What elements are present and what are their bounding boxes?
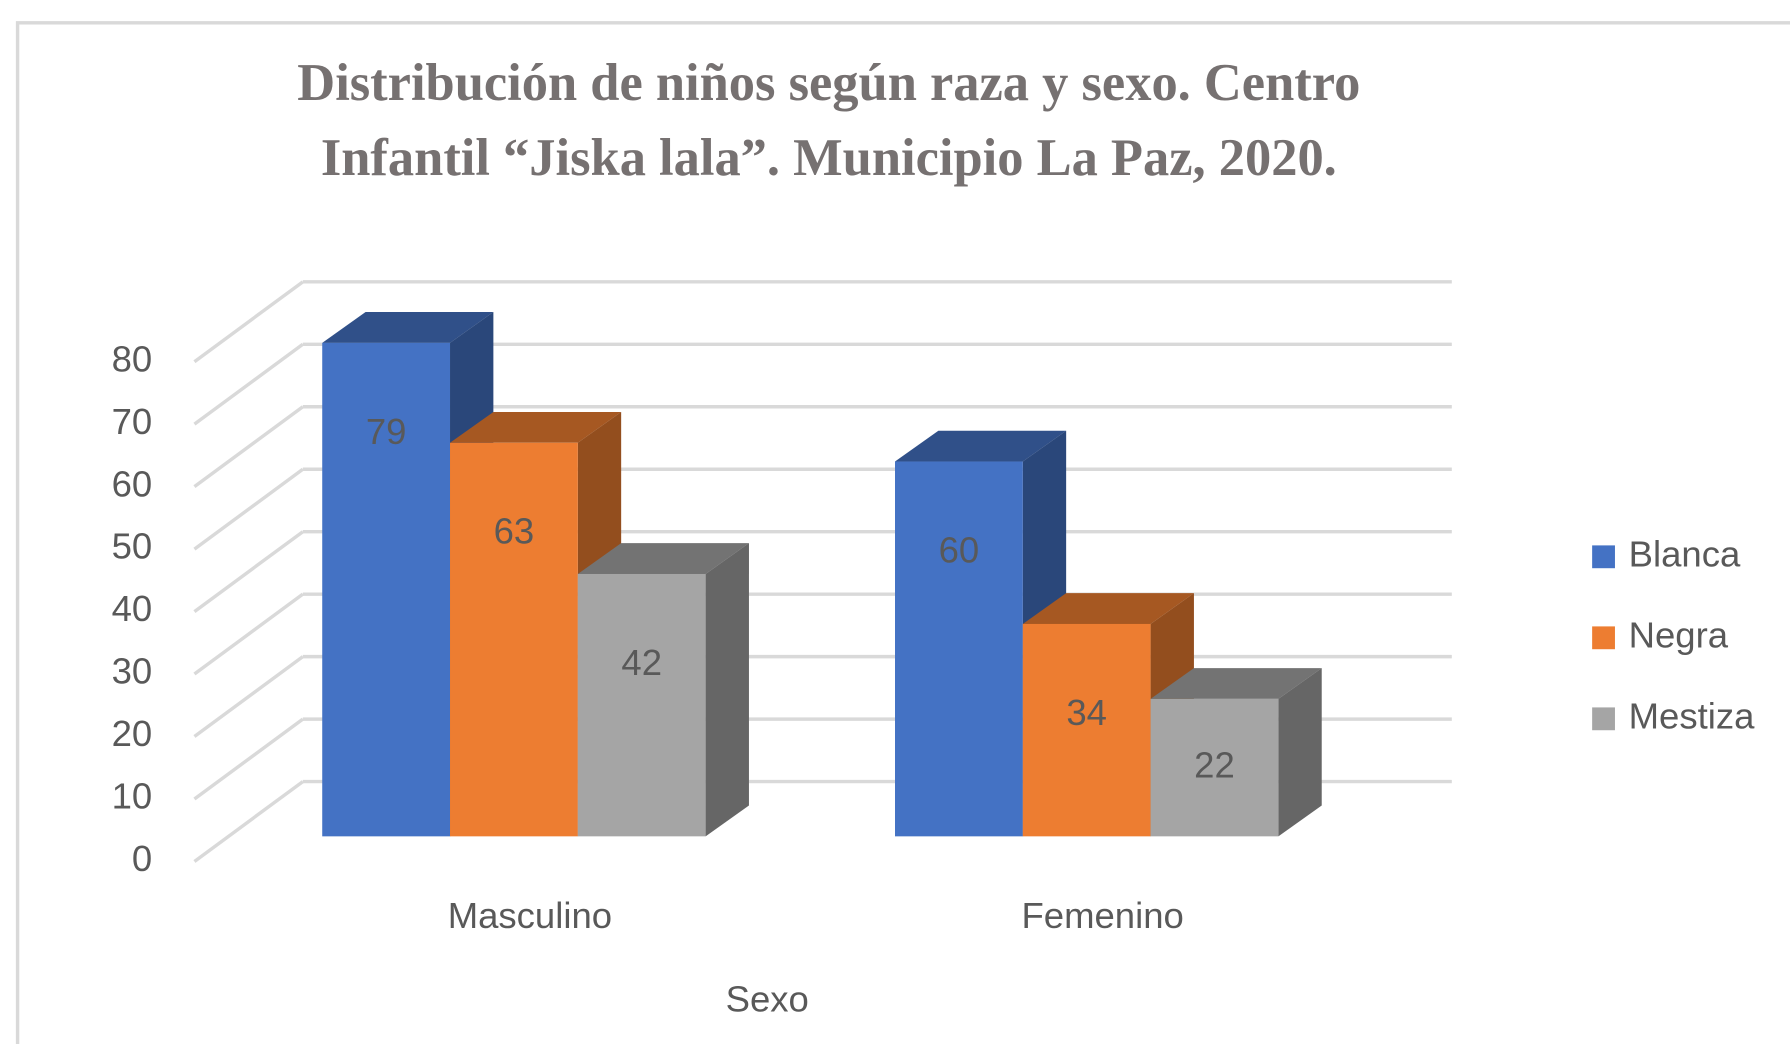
grid-line [193, 717, 304, 801]
grid-line [193, 655, 304, 738]
y-tick-label: 60 [112, 463, 153, 504]
data-label: 34 [1066, 692, 1107, 733]
data-label: 60 [939, 529, 980, 570]
bar-side [1278, 668, 1322, 837]
legend-swatch [1592, 626, 1615, 650]
y-tick-label: 20 [112, 713, 153, 754]
bar-top [1150, 668, 1322, 699]
bar-top [1022, 593, 1194, 624]
bar [450, 442, 578, 837]
data-label: 79 [366, 411, 407, 452]
bar-top [577, 543, 749, 574]
grid-line [193, 530, 304, 613]
grid-line [193, 467, 304, 551]
y-tick-label: 10 [112, 776, 153, 817]
bar-top [322, 312, 494, 343]
y-tick-label: 80 [112, 338, 153, 379]
data-label: 22 [1194, 744, 1235, 785]
bar [1022, 623, 1151, 837]
bar [895, 461, 1023, 837]
grid-line [193, 780, 304, 863]
y-tick-label: 50 [112, 526, 153, 567]
bar-top [895, 430, 1067, 462]
y-tick-label: 40 [112, 588, 153, 629]
chart-title: Distribución de niños según raza y sexo.… [297, 54, 1360, 112]
x-axis-title: Sexo [726, 978, 809, 1019]
x-tick-label: Masculino [448, 895, 612, 936]
grid-line [193, 342, 304, 426]
bar [577, 573, 706, 837]
legend-label: Blanca [1629, 533, 1741, 574]
chart-title: Infantil “Jiska lala”. Municipio La Paz,… [321, 129, 1337, 187]
legend-swatch [1592, 707, 1615, 731]
bar [322, 342, 451, 837]
data-label: 63 [494, 511, 535, 552]
grid-line [193, 280, 304, 364]
bar-top [450, 411, 622, 443]
y-tick-label: 70 [112, 401, 153, 442]
legend-label: Negra [1629, 614, 1729, 655]
grid-line [193, 592, 304, 676]
bar-side [705, 543, 749, 837]
y-tick-label: 30 [112, 651, 153, 692]
grid-line [193, 405, 304, 489]
y-tick-label: 0 [132, 838, 152, 879]
chart-frame [15, 21, 1790, 1044]
legend-label: Mestiza [1629, 695, 1755, 736]
x-tick-label: Femenino [1022, 895, 1184, 936]
data-label: 42 [621, 642, 662, 683]
legend-swatch [1592, 545, 1615, 569]
bar [1150, 698, 1279, 837]
